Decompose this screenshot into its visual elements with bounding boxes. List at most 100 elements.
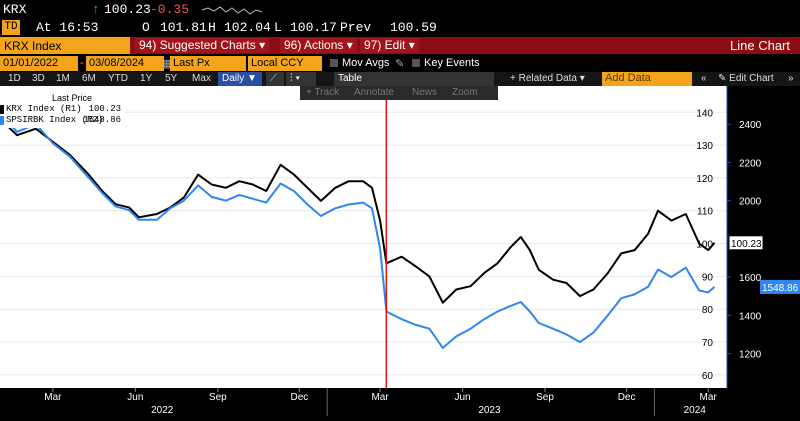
series-line-krx [0, 118, 716, 304]
quote-detail-bar: TD At 16:53 O 101.81 H 102.04 L 100.17 P… [0, 19, 800, 37]
range-6m[interactable]: 6M [82, 73, 96, 84]
last-value-box-spsirbk [760, 279, 800, 294]
left-axis-label: 100 [696, 240, 713, 251]
x-tick-label: Mar [371, 392, 389, 403]
legend-series-krx: KRX Index (R1) [6, 104, 82, 114]
x-tick-label: Jun [127, 392, 143, 403]
ticker: KRX [3, 2, 27, 17]
plot-background [0, 86, 727, 388]
net-change: -0.35 [150, 2, 190, 17]
exchange-icon[interactable]: TD [2, 20, 20, 35]
mov-avgs-checkbox[interactable] [330, 59, 338, 67]
news-tool[interactable]: News [412, 87, 438, 98]
range-1m[interactable]: 1M [56, 73, 70, 84]
chart-tools-bar: + Track Annotate News Zoom [300, 86, 498, 100]
left-axis-label: 60 [702, 371, 714, 382]
x-tick-label: Dec [618, 392, 636, 403]
collapse-icon[interactable]: « [701, 73, 707, 84]
edit-chart-label: Edit Chart [729, 73, 774, 84]
currency-select[interactable]: Local CCY [248, 56, 322, 71]
series-line-spsirbk [0, 112, 716, 349]
left-axis-label: 80 [702, 305, 714, 316]
range-5y[interactable]: 5Y [165, 73, 178, 84]
right-axis-label: 1600 [739, 273, 762, 284]
chart-controls: 01/01/2022 - 03/08/2024 ▦ Last Px Local … [0, 56, 800, 71]
legend-swatch-spsirbk [0, 116, 4, 125]
suggested-charts-menu[interactable]: 94) Suggested Charts ▾ [135, 38, 270, 53]
chart-type-title: Line Chart [730, 38, 790, 53]
year-label: 2022 [151, 405, 174, 416]
frequency-select[interactable]: Daily ▼ [218, 72, 262, 86]
actions-menu[interactable]: 96) Actions ▾ [280, 38, 357, 53]
range-ytd[interactable]: YTD [108, 73, 128, 84]
expand-icon[interactable]: » [788, 73, 794, 84]
right-axis-label: 2000 [739, 197, 762, 208]
track-tool[interactable]: + Track [306, 87, 340, 98]
quote-bar: KRX ↑ 100.23 -0.35 [0, 0, 800, 19]
high-label: H [208, 20, 216, 35]
x-tick-label: Mar [700, 392, 718, 403]
mov-avgs-label[interactable]: Mov Avgs [342, 57, 390, 69]
x-tick-label: Jun [454, 392, 470, 403]
range-toolbar: 1D 3D 1M 6M YTD 1Y 5Y Max Daily ▼ ⟋ ⫶ ▾ … [0, 72, 800, 86]
bar-chart-icon[interactable]: ⫶ ▾ [286, 72, 316, 86]
up-arrow-icon: ↑ [92, 2, 100, 17]
zoom-tool[interactable]: Zoom [452, 87, 478, 98]
prev-value: 100.59 [390, 20, 437, 35]
legend-value-krx: 100.23 [88, 104, 121, 114]
open-label: O [142, 20, 150, 35]
last-value-label-krx: 100.23 [731, 239, 762, 250]
function-menu-bar: KRX Index 94) Suggested Charts ▾ 96) Act… [0, 37, 800, 54]
sparkline-icon [201, 6, 263, 15]
price-field-select[interactable]: Last Px [170, 56, 246, 71]
pencil-icon[interactable]: ✎ [395, 58, 405, 70]
range-3d[interactable]: 3D [32, 73, 45, 84]
series-lines [0, 112, 716, 349]
legend-series-spsirbk: SPSIRBK Index (R2) [6, 115, 104, 125]
left-axis-label: 130 [696, 141, 713, 152]
line-chart-icon[interactable]: ⟋ [266, 72, 284, 86]
axes: Mar Jun Sep Dec Mar Jun Sep Dec Mar 2022 2023 2024 6… [44, 86, 800, 416]
open-value: 101.81 [160, 20, 207, 35]
year-label: 2024 [684, 405, 707, 416]
left-axis-label: 90 [702, 272, 714, 283]
last-value-label-spsirbk: 1548.86 [762, 283, 799, 294]
range-1y[interactable]: 1Y [140, 73, 153, 84]
calendar-icon[interactable]: ▦ [162, 58, 173, 70]
prev-label: Prev [340, 20, 372, 35]
table-button[interactable]: Table [334, 72, 494, 86]
key-events-checkbox[interactable] [412, 59, 420, 67]
last-price: 100.23 [104, 2, 151, 17]
key-events-label[interactable]: Key Events [424, 57, 480, 69]
low-label: L [274, 20, 282, 35]
end-date-field[interactable]: 03/08/2024 [86, 56, 164, 71]
range-max[interactable]: Max [192, 73, 211, 84]
last-value-box-krx [728, 235, 764, 251]
time-label: At 16:53 [36, 20, 99, 35]
related-data-menu[interactable]: + Related Data ▾ [510, 73, 585, 84]
right-axis-label: 2200 [739, 158, 762, 169]
range-1d[interactable]: 1D [8, 73, 21, 84]
left-axis-label: 70 [702, 338, 714, 349]
left-axis-label: 140 [696, 108, 713, 119]
edit-menu[interactable]: 97) Edit ▾ [360, 38, 419, 53]
legend-title: Last Price [52, 93, 93, 103]
year-label: 2023 [478, 405, 501, 416]
security-field[interactable]: KRX Index [0, 37, 130, 54]
right-axis-label: 1400 [739, 311, 762, 322]
x-tick-label: Sep [536, 392, 554, 403]
left-axis-label: 110 [697, 207, 713, 218]
add-data-input[interactable]: Add Data [602, 72, 692, 86]
left-axis-label: 120 [696, 174, 713, 185]
edit-chart-button[interactable]: ✎ Edit Chart [718, 73, 774, 84]
start-date-field[interactable]: 01/01/2022 [0, 56, 78, 71]
x-tick-label: Mar [44, 392, 62, 403]
x-tick-label: Sep [209, 392, 227, 403]
legend-swatch-krx [0, 105, 4, 114]
right-axis-label: 1200 [739, 350, 762, 361]
annotate-tool[interactable]: Annotate [354, 87, 395, 98]
right-axis-label: 2400 [739, 120, 762, 131]
chart-legend[interactable]: Last Price KRX Index (R1) 100.23 SPSIRBK… [0, 91, 125, 128]
bottom-axis-panel [0, 388, 727, 421]
